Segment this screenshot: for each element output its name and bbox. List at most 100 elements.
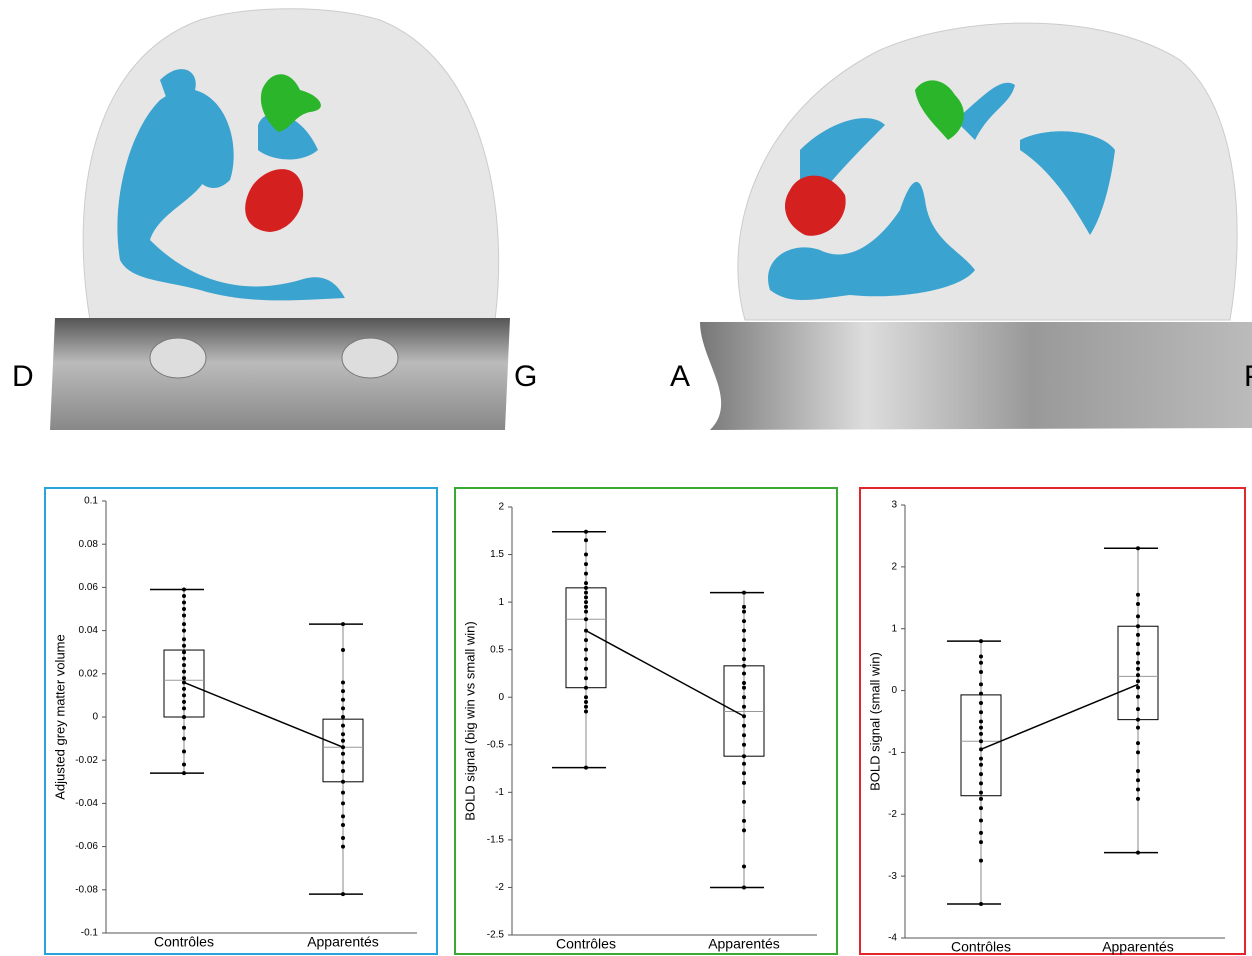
data-point (1136, 685, 1140, 690)
data-point (742, 828, 746, 833)
y-tick-label: 1 (891, 623, 897, 634)
data-point (979, 840, 983, 845)
data-point (584, 765, 588, 770)
y-tick-label: 0.1 (84, 496, 98, 507)
y-tick-label: -1 (888, 747, 897, 758)
data-point (341, 801, 345, 806)
data-point (979, 682, 983, 687)
data-point (742, 754, 746, 759)
data-point (1136, 850, 1140, 855)
y-tick-label: 2 (498, 502, 504, 513)
data-point (742, 761, 746, 766)
data-point (182, 587, 186, 592)
data-point (742, 609, 746, 614)
data-point (584, 676, 588, 681)
data-point (182, 749, 186, 754)
data-point (341, 738, 345, 743)
panel-frame (859, 487, 1246, 955)
data-point (341, 689, 345, 694)
data-point (182, 656, 186, 661)
data-point (584, 538, 588, 543)
data-point (979, 654, 983, 659)
data-point (742, 742, 746, 747)
data-point (182, 762, 186, 767)
data-point (584, 685, 588, 690)
data-point (341, 751, 345, 756)
data-point (341, 779, 345, 784)
data-point (979, 790, 983, 795)
data-point (584, 699, 588, 704)
head-front (50, 318, 510, 430)
data-point (584, 609, 588, 614)
y-tick-label: 2 (891, 561, 897, 572)
data-point (182, 706, 186, 711)
data-point (1136, 666, 1140, 671)
x-tick-label: Apparentés (1102, 939, 1174, 955)
data-point (341, 892, 345, 897)
data-point (341, 723, 345, 728)
data-point (979, 639, 983, 644)
data-point (742, 771, 746, 776)
data-point (742, 885, 746, 890)
panel-frame (454, 487, 838, 955)
data-point (341, 823, 345, 827)
x-tick-label: Apparentés (708, 936, 780, 952)
data-point (742, 628, 746, 633)
head-side (700, 322, 1252, 430)
data-point (182, 594, 186, 599)
y-tick-label: 0.06 (79, 582, 99, 593)
y-tick-label: -0.1 (81, 928, 99, 939)
data-point (584, 552, 588, 557)
data-point (182, 628, 186, 633)
data-point (584, 638, 588, 643)
data-point (742, 638, 746, 643)
data-point (1136, 651, 1140, 656)
data-point (182, 771, 186, 776)
data-point (742, 685, 746, 690)
y-tick-label: -2 (888, 809, 897, 820)
data-point (584, 704, 588, 709)
data-point (1136, 624, 1140, 629)
data-point (1136, 679, 1140, 684)
y-tick-label: 0.02 (79, 668, 99, 679)
data-point (979, 670, 983, 675)
data-point (182, 736, 186, 741)
data-point (182, 693, 186, 698)
data-point (742, 647, 746, 652)
data-point (1136, 787, 1140, 792)
data-point (341, 769, 345, 773)
data-point (182, 607, 186, 611)
data-point (584, 590, 588, 595)
data-point (182, 725, 186, 730)
y-tick-label: -2.5 (487, 930, 505, 941)
data-point (584, 617, 588, 622)
data-point (584, 657, 588, 662)
data-point (182, 715, 186, 719)
data-point (979, 660, 983, 665)
data-point (584, 604, 588, 609)
data-point (979, 781, 983, 786)
data-point (742, 657, 746, 662)
panel-frame (44, 487, 438, 955)
y-tick-label: 0.5 (490, 644, 504, 655)
data-point (742, 604, 746, 609)
y-tick-label: -0.04 (75, 798, 98, 809)
data-point (979, 719, 983, 724)
data-point (979, 796, 983, 801)
data-point (1136, 546, 1140, 551)
data-point (584, 581, 588, 586)
x-tick-label: Contrôles (951, 939, 1011, 955)
data-point (979, 700, 983, 705)
data-point (1136, 673, 1140, 678)
data-point (1136, 601, 1140, 606)
data-point (584, 529, 588, 534)
data-point (341, 835, 345, 840)
y-tick-label: 0 (498, 692, 504, 703)
y-tick-label: -0.08 (75, 884, 98, 895)
y-axis-label: BOLD signal (small win) (867, 652, 882, 791)
y-axis-label: Adjusted grey matter volume (52, 634, 67, 799)
data-point (1136, 592, 1140, 597)
data-point (742, 680, 746, 685)
data-point (742, 704, 746, 709)
